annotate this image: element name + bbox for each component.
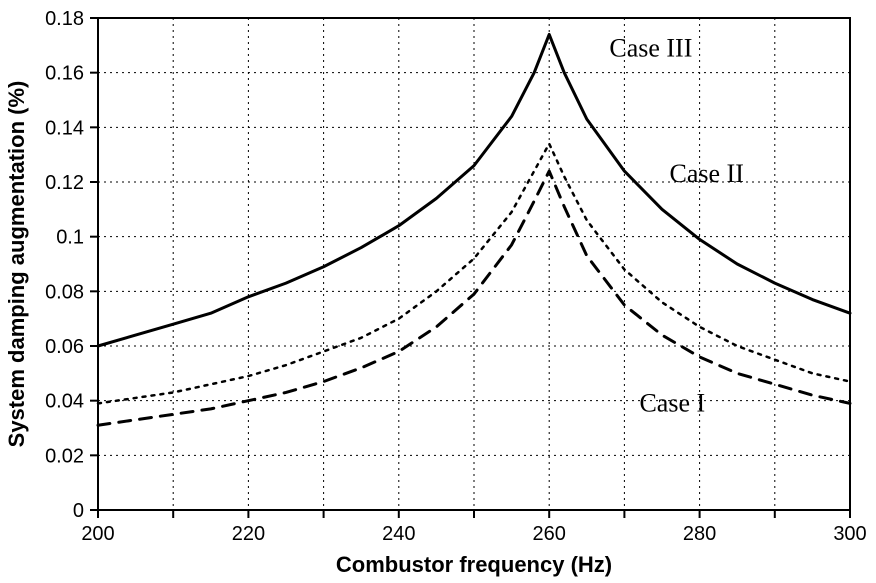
y-tick-label: 0.16 — [45, 63, 84, 85]
series-label-case-ii: Case II — [670, 159, 744, 188]
y-tick-label: 0.04 — [45, 391, 84, 413]
chart-container: 200 220 240 260 280 300 0 0.02 0.04 0.06 0.08 0.1 0.… — [0, 0, 876, 583]
x-tick-label: 300 — [833, 523, 866, 545]
y-tick-label: 0.08 — [45, 281, 84, 303]
y-tick-label: 0.1 — [56, 227, 84, 249]
y-tick-label: 0.06 — [45, 336, 84, 358]
y-tick-label: 0.12 — [45, 172, 84, 194]
y-tick-label: 0.18 — [45, 8, 84, 30]
series-label-case-i: Case I — [639, 389, 705, 418]
y-axis-label: System damping augmentation (%) — [4, 81, 29, 448]
series-label-case-iii: Case III — [609, 33, 692, 62]
y-tick-label: 0.02 — [45, 445, 84, 467]
y-tick-label: 0 — [73, 500, 84, 522]
x-tick-label: 220 — [232, 523, 265, 545]
x-tick-label: 240 — [382, 523, 415, 545]
y-tick-label: 0.14 — [45, 117, 84, 139]
x-tick-label: 280 — [683, 523, 716, 545]
x-axis-label: Combustor frequency (Hz) — [336, 552, 612, 577]
chart-svg: 200 220 240 260 280 300 0 0.02 0.04 0.06 0.08 0.1 0.… — [0, 0, 876, 583]
x-tick-label: 200 — [81, 523, 114, 545]
x-tick-label: 260 — [533, 523, 566, 545]
